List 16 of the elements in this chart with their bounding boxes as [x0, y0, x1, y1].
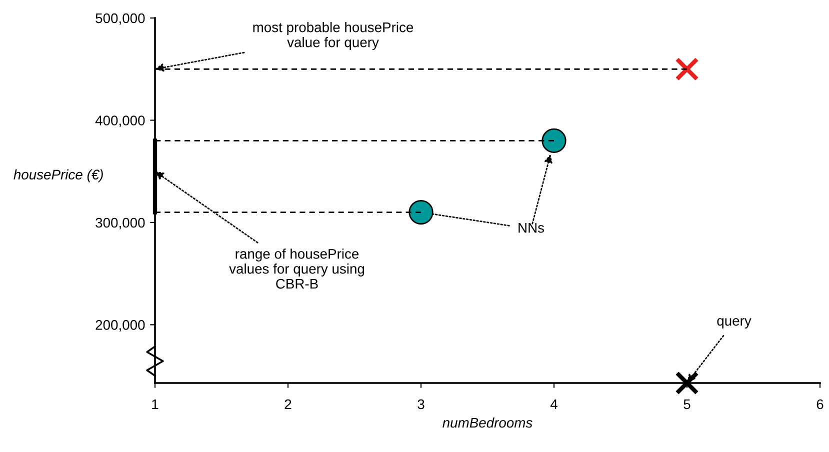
x-tick-label: 6 — [816, 399, 824, 410]
annotation: range of housePrice values for query using CBR-B — [229, 248, 364, 289]
annotation: most probable housePrice value for query — [253, 22, 414, 50]
annotation: query — [717, 318, 752, 328]
y-tick-label: 200,000 — [96, 320, 145, 332]
x-tick-label: 4 — [550, 399, 558, 410]
x-axis-title: numBedrooms — [442, 417, 532, 428]
y-axis-title: housePrice (€) — [14, 169, 103, 182]
x-tick-label: 3 — [418, 399, 424, 410]
x-tick-label: 2 — [284, 399, 292, 410]
annotation: NNs — [518, 223, 544, 233]
y-tick-label: 300,000 — [96, 218, 145, 230]
x-tick-label: 5 — [684, 399, 690, 410]
y-tick-label: 400,000 — [95, 116, 145, 128]
x-tick-label: 1 — [152, 399, 158, 410]
y-tick-label: 500,000 — [96, 13, 145, 25]
